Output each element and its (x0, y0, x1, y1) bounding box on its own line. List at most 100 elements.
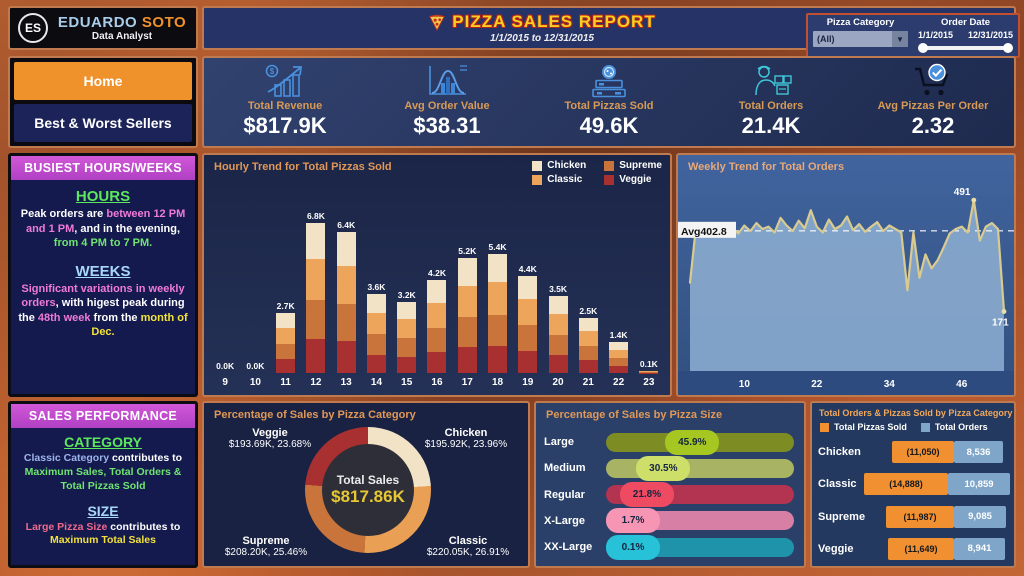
hourly-bar-17[interactable]: 5.2K 17 (452, 199, 482, 391)
bar-segment-chicken[interactable] (518, 275, 538, 300)
hourly-bar-23[interactable]: 0.1K 23 (634, 199, 664, 391)
slider-handle-left[interactable] (918, 43, 928, 53)
size-bar-track[interactable]: 0.1% (606, 534, 794, 560)
bar-segment-veggie[interactable] (397, 356, 417, 373)
stacked-bar[interactable] (488, 253, 508, 373)
bar-segment-classic[interactable] (518, 299, 538, 326)
bar-segment-veggie[interactable] (548, 355, 568, 373)
bar-segment-veggie[interactable] (518, 350, 538, 373)
bar-segment-veggie[interactable] (427, 351, 447, 373)
bar-segment-supreme[interactable] (427, 327, 447, 352)
size-bar-pill[interactable]: 0.1% (606, 534, 660, 560)
bar-segment-classic[interactable] (578, 331, 598, 346)
bar-segment-chicken[interactable] (578, 317, 598, 332)
bar-segment-chicken[interactable] (366, 293, 386, 313)
legend-item-classic[interactable]: Classic (532, 174, 586, 185)
hourly-bar-14[interactable]: 3.6K 14 (361, 199, 391, 391)
bar-segment-chicken[interactable] (488, 253, 508, 283)
bar-segment-classic[interactable] (609, 349, 629, 358)
weekly-area-chart[interactable]: Avg402.8 491 171 10 22 34 46 (678, 155, 1014, 395)
hourly-bar-19[interactable]: 4.4K 19 (513, 199, 543, 391)
bar-segment-classic[interactable] (397, 319, 417, 339)
hourly-bar-20[interactable]: 3.5K 20 (543, 199, 573, 391)
size-bar-pill[interactable]: 45.9% (665, 429, 720, 455)
stacked-bar[interactable] (306, 223, 326, 373)
bar-segment-veggie[interactable] (336, 340, 356, 373)
size-bar-track[interactable]: 30.5% (606, 455, 794, 481)
best-worst-sellers-button[interactable]: Best & Worst Sellers (14, 104, 192, 142)
bar-segment-chicken[interactable] (548, 295, 568, 315)
orders-bar[interactable]: 9,085 (954, 505, 1006, 528)
bar-segment-supreme[interactable] (609, 357, 629, 366)
slider-handle-right[interactable] (1003, 43, 1013, 53)
home-button[interactable]: Home (14, 62, 192, 100)
size-bar-pill[interactable]: 21.8% (619, 482, 674, 507)
orders-bar[interactable]: 10,859 (948, 473, 1010, 496)
hourly-bar-22[interactable]: 1.4K 22 (603, 199, 633, 391)
stacked-bar[interactable] (366, 293, 386, 373)
orders-area[interactable] (690, 200, 1004, 371)
bar-segment-classic[interactable] (548, 314, 568, 336)
date-range-slider[interactable] (918, 43, 1013, 53)
bar-segment-supreme[interactable] (397, 338, 417, 357)
bar-segment-chicken[interactable] (276, 313, 296, 328)
pizzas-sold-bar[interactable]: (11,050) (892, 441, 954, 463)
legend-item-veggie[interactable]: Veggie (604, 174, 662, 185)
bar-segment-classic[interactable] (336, 265, 356, 304)
bar-segment-chicken[interactable] (457, 258, 477, 286)
legend-item-total-orders[interactable]: Total Orders (920, 422, 988, 432)
hourly-bar-9[interactable]: 0.0K 9 (210, 199, 240, 391)
bar-segment-veggie[interactable] (609, 365, 629, 373)
hourly-bar-21[interactable]: 2.5K 21 (573, 199, 603, 391)
stacked-bar[interactable] (427, 280, 447, 373)
stacked-bar[interactable] (276, 313, 296, 373)
stacked-bar[interactable] (639, 370, 659, 373)
bar-segment-veggie[interactable] (578, 360, 598, 373)
bar-segment-classic[interactable] (639, 371, 659, 372)
hourly-bar-10[interactable]: 0.0K 10 (240, 199, 270, 391)
hourly-bar-11[interactable]: 2.7K 11 (271, 199, 301, 391)
hourly-bar-12[interactable]: 6.8K 12 (301, 199, 331, 391)
bar-segment-chicken[interactable] (336, 231, 356, 266)
stacked-bar[interactable] (609, 342, 629, 373)
bar-segment-classic[interactable] (457, 285, 477, 317)
bar-segment-supreme[interactable] (639, 371, 659, 373)
orders-line[interactable] (688, 198, 1006, 313)
bar-segment-veggie[interactable] (306, 338, 326, 373)
stacked-bar[interactable] (578, 317, 598, 373)
bar-segment-supreme[interactable] (366, 334, 386, 355)
chevron-down-icon[interactable]: ▼ (892, 31, 908, 47)
stacked-bar[interactable] (397, 302, 417, 373)
size-bar-track[interactable]: 21.8% (606, 482, 794, 507)
size-bar-track[interactable]: 45.9% (606, 429, 794, 455)
bar-segment-chicken[interactable] (639, 370, 659, 372)
bar-segment-classic[interactable] (366, 312, 386, 335)
pizzas-sold-bar[interactable]: (11,649) (888, 537, 954, 560)
hourly-bar-16[interactable]: 4.2K 16 (422, 199, 452, 391)
bar-segment-supreme[interactable] (488, 314, 508, 346)
bar-segment-veggie[interactable] (457, 346, 477, 373)
bar-segment-classic[interactable] (276, 327, 296, 344)
bar-segment-supreme[interactable] (518, 325, 538, 351)
orders-bar[interactable]: 8,536 (954, 441, 1003, 463)
bar-segment-supreme[interactable] (578, 346, 598, 361)
bar-segment-chicken[interactable] (397, 302, 417, 320)
legend-item-chicken[interactable]: Chicken (532, 160, 586, 171)
bar-segment-supreme[interactable] (306, 299, 326, 339)
bar-segment-classic[interactable] (306, 259, 326, 300)
orders-bar[interactable]: 8,941 (954, 537, 1005, 560)
size-bar-track[interactable]: 1.7% (606, 508, 794, 534)
bar-segment-veggie[interactable] (639, 372, 659, 373)
hourly-bar-18[interactable]: 5.4K 18 (482, 199, 512, 391)
size-bar-pill[interactable]: 30.5% (636, 455, 691, 481)
stacked-bar[interactable] (518, 275, 538, 373)
pizza-category-dropdown[interactable]: (All) ▼ (813, 31, 908, 47)
hourly-bar-13[interactable]: 6.4K 13 (331, 199, 361, 391)
pizzas-sold-bar[interactable]: (11,987) (886, 505, 954, 528)
pizzas-sold-bar[interactable]: (14,888) (864, 473, 948, 496)
bar-segment-supreme[interactable] (457, 316, 477, 347)
legend-item-total-pizzas-sold[interactable]: Total Pizzas Sold (820, 422, 907, 432)
bar-segment-veggie[interactable] (276, 359, 296, 373)
hourly-bar-15[interactable]: 3.2K 15 (392, 199, 422, 391)
bar-segment-veggie[interactable] (488, 345, 508, 373)
